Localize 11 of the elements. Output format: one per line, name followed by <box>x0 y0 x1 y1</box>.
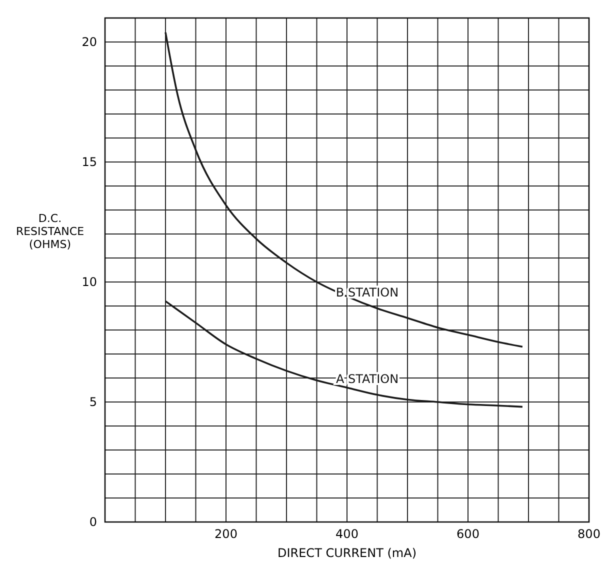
y-tick-label: 5 <box>89 395 97 409</box>
x-tick-label: 400 <box>336 527 358 541</box>
y-tick-label: 10 <box>82 275 97 289</box>
y-tick-label: 0 <box>89 515 97 529</box>
x-tick-label: 600 <box>456 527 480 541</box>
y-tick-label: 20 <box>82 35 97 49</box>
y-tick-label: 15 <box>82 155 97 169</box>
y-axis-title: D.C. RESISTANCE (OHMS) <box>16 212 84 251</box>
x-tick-label: 800 <box>578 527 600 541</box>
x-tick-label: 200 <box>214 527 238 541</box>
x-axis-title: DIRECT CURRENT (mA) <box>277 546 417 560</box>
